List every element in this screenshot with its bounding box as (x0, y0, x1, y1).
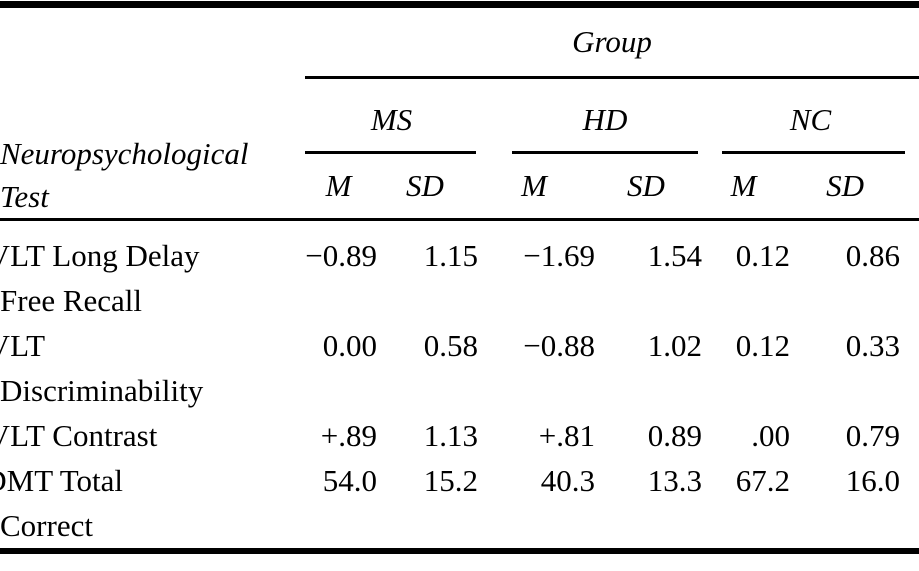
group-headers-row: MS HD NC (0, 78, 919, 154)
cell-nc-sd: 16.0 (845, 463, 901, 498)
cell-hd-sd: 0.89 (647, 418, 702, 453)
table-header: Neuropsychological Test Group MS HD NC (0, 8, 919, 221)
group-spanner-row: Neuropsychological Test Group (0, 8, 919, 221)
table-row: CVLT Long Delay Free Recall −0.89 1.15 −… (0, 220, 919, 324)
group-underline-ms (305, 151, 476, 154)
row-label: CVLT Long Delay Free Recall (0, 238, 200, 318)
group-label-hd: HD (582, 102, 628, 137)
group-header-nc: NC (702, 78, 919, 154)
group-label-ms: MS (370, 102, 413, 137)
column-headers-row: M SD M SD M SD (0, 154, 919, 221)
cell-nc-mean: 67.2 (735, 463, 790, 498)
means-sd-table: Neuropsychological Test Group MS HD NC (0, 8, 919, 548)
cell-hd-sd: 1.02 (647, 328, 702, 363)
group-header-ms: MS (305, 78, 478, 154)
cell-nc-mean: 0.12 (735, 238, 790, 273)
row-label: CVLT Discriminability (0, 328, 204, 408)
cell-ms-sd: 15.2 (423, 463, 478, 498)
group-underline-nc (722, 151, 906, 154)
cell-ms-mean: +.89 (320, 418, 377, 453)
group-label-nc: NC (789, 102, 832, 137)
cell-ms-mean: 54.0 (322, 463, 377, 498)
cell-hd-mean: −1.69 (523, 238, 595, 273)
table-row: CVLT Discriminability 0.00 0.58 −0.88 1.… (0, 323, 919, 413)
table-row: SDMT Total Correct 54.0 15.2 40.3 13.3 6… (0, 458, 919, 548)
cell-hd-mean: −0.88 (523, 328, 595, 363)
col-header-m-ms: M (305, 154, 377, 221)
cell-hd-sd: 13.3 (647, 463, 702, 498)
cell-ms-mean: −0.89 (305, 238, 377, 273)
top-rule (0, 1, 919, 8)
cell-ms-mean: 0.00 (322, 328, 377, 363)
cell-hd-mean: 40.3 (540, 463, 595, 498)
col-header-m-hd: M (478, 154, 595, 221)
col-header-m-nc: M (702, 154, 790, 221)
cell-nc-mean: .00 (751, 418, 790, 453)
cell-hd-mean: +.81 (538, 418, 595, 453)
group-header-hd: HD (478, 78, 702, 154)
stub-header: Neuropsychological Test (0, 8, 305, 221)
row-label: SDMT Total Correct (0, 463, 124, 543)
cell-nc-sd: 0.33 (845, 328, 901, 363)
cell-ms-sd: 1.13 (423, 418, 478, 453)
cell-nc-mean: 0.12 (735, 328, 790, 363)
cell-ms-sd: 1.15 (423, 238, 478, 273)
cell-nc-sd: 0.86 (845, 238, 901, 273)
col-header-sd-hd: SD (595, 154, 702, 221)
cell-hd-sd: 1.54 (647, 238, 702, 273)
col-header-sd-nc: SD (790, 154, 919, 221)
table-row: CVLT Contrast +.89 1.13 +.81 0.89 .00 0.… (0, 413, 919, 458)
group-underline-hd (512, 151, 698, 154)
bottom-rule (0, 548, 919, 554)
cell-ms-sd: 0.58 (423, 328, 478, 363)
col-header-sd-ms: SD (377, 154, 478, 221)
cell-nc-sd: 0.79 (845, 418, 901, 453)
table-body: CVLT Long Delay Free Recall −0.89 1.15 −… (0, 220, 919, 549)
row-label: CVLT Contrast (0, 418, 158, 453)
group-spanner-header: Group (305, 8, 919, 79)
